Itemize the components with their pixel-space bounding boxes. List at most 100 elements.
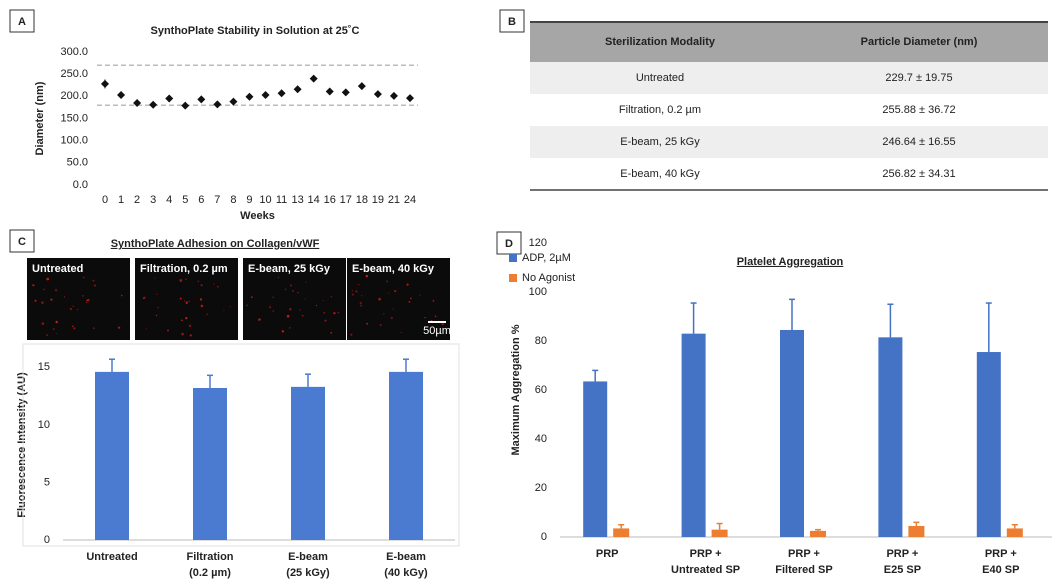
- data-point: [326, 87, 334, 95]
- chart-title: SynthoPlate Adhesion on Collagen/vWF: [111, 238, 320, 250]
- fluorescence-speck: [185, 317, 187, 319]
- x-tick-label: 19: [372, 194, 384, 206]
- bar: [1007, 528, 1023, 537]
- fluorescence-speck: [82, 295, 83, 296]
- fluorescence-speck: [146, 328, 147, 329]
- fluorescence-speck: [55, 321, 58, 324]
- table-cell: E-beam, 25 kGy: [620, 136, 700, 148]
- fluorescence-speck: [386, 280, 388, 282]
- fluorescence-speck: [360, 302, 362, 304]
- fluorescence-speck: [167, 329, 169, 331]
- fluorescence-speck: [378, 298, 381, 301]
- fluorescence-speck: [53, 328, 55, 330]
- fluorescence-speck: [269, 306, 271, 308]
- fluorescence-speck: [197, 280, 199, 282]
- x-tick-label: 17: [340, 194, 352, 206]
- fluorescence-speck: [388, 293, 389, 294]
- fluorescence-speck: [302, 315, 304, 317]
- bar: [291, 387, 325, 540]
- fluorescence-speck: [73, 327, 75, 329]
- table-cell: Untreated: [636, 72, 684, 84]
- fluorescence-speck: [87, 299, 89, 301]
- fluorescence-speck: [154, 278, 155, 279]
- fluorescence-speck: [50, 298, 52, 300]
- fluorescence-speck: [358, 284, 359, 285]
- table-cell: 255.88 ± 36.72: [882, 104, 955, 116]
- y-tick-label: 0: [44, 534, 50, 546]
- data-point: [197, 95, 205, 103]
- fluorescence-speck: [383, 313, 384, 314]
- fluorescence-speck: [217, 286, 219, 288]
- fluorescence-speck: [156, 294, 157, 295]
- legend-swatch: [509, 254, 517, 262]
- fluorescence-speck: [394, 290, 396, 292]
- fluorescence-speck: [251, 296, 253, 298]
- fluorescence-speck: [73, 306, 74, 307]
- fluorescence-speck: [55, 289, 57, 291]
- x-tick-label: PRP +: [985, 548, 1017, 560]
- fluorescence-speck: [355, 290, 357, 292]
- fluorescence-speck: [287, 315, 290, 318]
- fluorescence-speck: [305, 281, 306, 282]
- fluorescence-speck: [189, 325, 192, 328]
- scale-bar-label: 50µm: [423, 325, 451, 337]
- x-tick-label: 7: [214, 194, 220, 206]
- fluorescence-speck: [292, 290, 294, 292]
- data-point: [245, 93, 253, 101]
- x-tick-label: 18: [356, 194, 368, 206]
- x-tick-label: Untreated SP: [671, 564, 740, 576]
- fluorescence-speck: [190, 334, 192, 336]
- fluorescence-speck: [72, 325, 74, 327]
- y-tick-label: 0: [541, 531, 547, 543]
- x-tick-label: 5: [182, 194, 188, 206]
- fluorescence-speck: [352, 294, 354, 296]
- fluorescence-speck: [330, 332, 332, 334]
- fluorescence-speck: [289, 308, 292, 311]
- x-tick-label: PRP +: [886, 548, 918, 560]
- table-row-bg: [530, 126, 1048, 158]
- x-tick-label: 24: [404, 194, 416, 206]
- fluorescence-speck: [86, 302, 87, 303]
- x-tick-label: E25 SP: [884, 564, 921, 576]
- fluorescence-speck: [290, 284, 292, 286]
- data-point: [101, 80, 109, 88]
- fluorescence-speck: [323, 300, 324, 301]
- chart-title: Platelet Aggregation: [737, 256, 844, 268]
- data-point: [213, 100, 221, 108]
- fluorescence-speck: [42, 322, 45, 325]
- fluorescence-speck: [316, 305, 317, 306]
- table-cell: Filtration, 0.2 µm: [619, 104, 701, 116]
- x-tick-label: 10: [259, 194, 271, 206]
- fluorescence-speck: [406, 283, 408, 285]
- fluorescence-speck: [352, 290, 353, 291]
- fluorescence-speck: [189, 301, 190, 302]
- y-tick-label: 300.0: [60, 46, 88, 58]
- x-tick-label: 0: [102, 194, 108, 206]
- table-row-bg: [530, 158, 1048, 190]
- bar: [712, 530, 728, 537]
- fluorescence-speck: [259, 318, 261, 320]
- fluorescence-speck: [56, 333, 57, 334]
- legend-label: ADP, 2µM: [522, 252, 571, 264]
- fluorescence-speck: [83, 277, 85, 279]
- x-tick-label: Untreated: [86, 551, 137, 563]
- y-tick-label: 200.0: [60, 90, 88, 102]
- table-cell: 256.82 ± 34.31: [882, 168, 955, 180]
- y-tick-label: 0.0: [73, 179, 88, 191]
- fluorescence-speck: [181, 320, 183, 322]
- bar: [193, 388, 227, 540]
- fluorescence-speck: [285, 289, 287, 291]
- x-tick-label: 1: [118, 194, 124, 206]
- bar: [613, 528, 629, 537]
- fluorescence-speck: [185, 301, 188, 304]
- y-axis-title: Diameter (nm): [34, 81, 46, 155]
- data-point: [149, 101, 157, 109]
- fluorescence-speck: [435, 315, 437, 317]
- bar: [682, 334, 706, 537]
- y-tick-label: 20: [535, 482, 547, 494]
- y-tick-label: 50.0: [67, 157, 88, 169]
- x-tick-label: Filtration: [186, 551, 233, 563]
- x-tick-label: 6: [198, 194, 204, 206]
- y-tick-label: 15: [38, 361, 50, 373]
- y-tick-label: 60: [535, 384, 547, 396]
